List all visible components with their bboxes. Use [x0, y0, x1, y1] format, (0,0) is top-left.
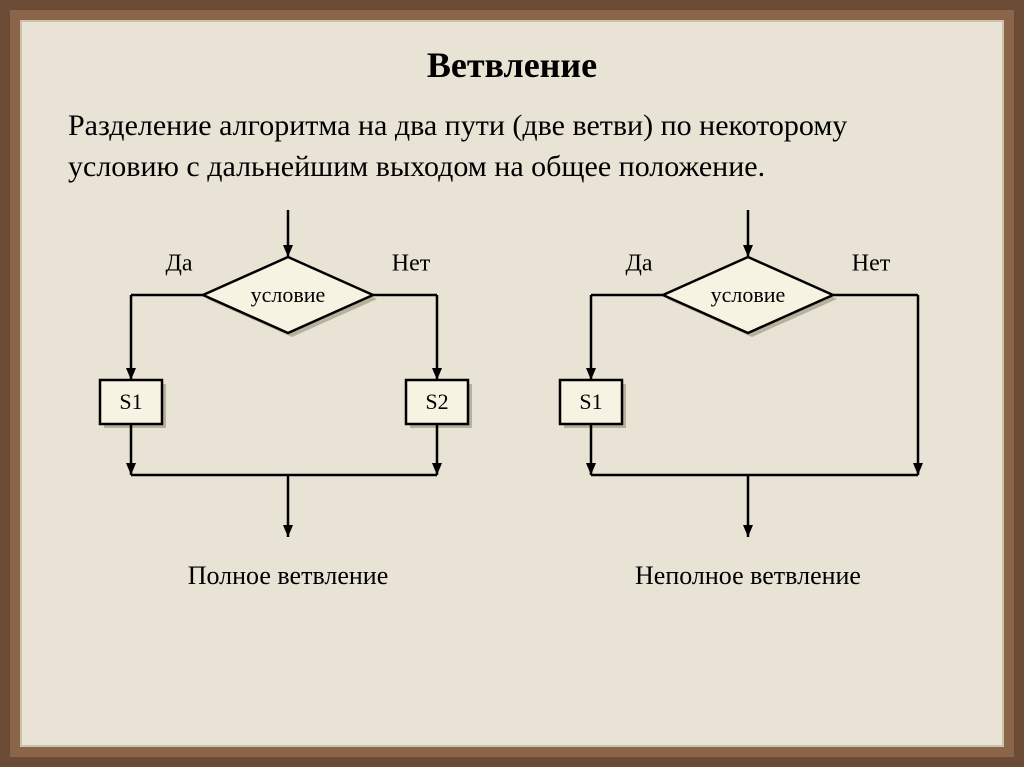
svg-text:S1: S1: [119, 389, 142, 414]
caption-partial: Неполное ветвление: [635, 561, 861, 591]
svg-text:Нет: Нет: [852, 251, 891, 277]
diagram-partial-wrap: условие Да Нет S1 Неполное ветвление: [528, 195, 968, 591]
flowchart-full: условие Да Нет S1 S2: [68, 195, 508, 555]
flowchart-partial: условие Да Нет S1: [528, 195, 968, 555]
svg-text:Да: Да: [625, 251, 652, 277]
page-title: Ветвление: [68, 44, 956, 86]
description-text: Разделение алгоритма на два пути (две ве…: [68, 106, 956, 187]
slide-frame-outer: Ветвление Разделение алгоритма на два пу…: [10, 10, 1014, 757]
diagram-full-wrap: условие Да Нет S1 S2 Полное ветвление: [68, 195, 508, 591]
svg-text:условие: условие: [711, 282, 786, 307]
svg-text:условие: условие: [251, 282, 326, 307]
svg-text:S2: S2: [425, 389, 448, 414]
svg-text:S1: S1: [579, 389, 602, 414]
caption-full: Полное ветвление: [188, 561, 389, 591]
slide-frame-inner: Ветвление Разделение алгоритма на два пу…: [20, 20, 1004, 747]
svg-text:Да: Да: [165, 251, 192, 277]
svg-text:Нет: Нет: [392, 251, 431, 277]
diagrams-row: условие Да Нет S1 S2 Полное ветвление услови…: [68, 195, 956, 591]
